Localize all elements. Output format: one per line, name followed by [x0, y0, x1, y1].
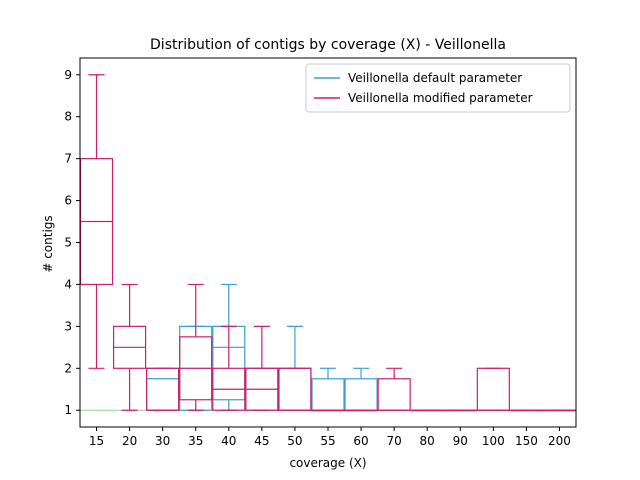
- box-modified-45: [245, 325, 279, 411]
- legend: Veillonella default parameter Veillonella…: [305, 63, 571, 113]
- x-tick-label: 50: [287, 434, 302, 448]
- x-tick-label: 40: [221, 434, 236, 448]
- box-modified-90: [443, 409, 477, 412]
- box-modified-60: [344, 409, 378, 412]
- box-modified-15: [79, 74, 114, 369]
- box-modified-80: [410, 409, 444, 412]
- box-marks: [79, 74, 577, 412]
- x-tick-label: 100: [482, 434, 505, 448]
- box-modified-35: [179, 283, 213, 411]
- x-tick-label: 30: [155, 434, 170, 448]
- y-tick-label: 3: [64, 319, 72, 333]
- x-tick-label: 55: [320, 434, 335, 448]
- x-tick-label: 35: [188, 434, 203, 448]
- box-modified-100: [476, 367, 510, 411]
- legend-box: [305, 63, 571, 113]
- box-modified-55: [311, 409, 345, 412]
- y-tick-label: 1: [64, 403, 72, 417]
- box-modified-150: [509, 409, 543, 412]
- x-tick-label: 150: [515, 434, 538, 448]
- x-tick-label: 70: [386, 434, 401, 448]
- x-tick-label: 15: [89, 434, 104, 448]
- x-tick-label: 20: [122, 434, 137, 448]
- box-modified-20: [112, 283, 147, 411]
- x-tick-label: 80: [420, 434, 435, 448]
- y-tick-label: 5: [64, 236, 72, 250]
- y-tick-label: 7: [64, 152, 72, 166]
- box-modified-40: [212, 325, 246, 411]
- y-tick-label: 6: [64, 194, 72, 208]
- x-tick-label: 90: [453, 434, 468, 448]
- box-modified-50: [278, 367, 312, 411]
- box-modified-70: [377, 367, 411, 411]
- box-modified-30: [146, 367, 180, 411]
- y-axis-label: # contigs: [41, 215, 55, 272]
- x-tick-label: 60: [353, 434, 368, 448]
- x-axis-label: coverage (X): [289, 456, 366, 470]
- chart-title: Distribution of contigs by coverage (X) …: [150, 37, 506, 53]
- y-tick-label: 8: [64, 110, 72, 124]
- y-tick-label: 4: [64, 277, 72, 291]
- x-tick-label: 45: [254, 434, 269, 448]
- x-tick-label: 200: [548, 434, 571, 448]
- legend-label-default: Veillonella default parameter: [348, 71, 522, 85]
- legend-label-modified: Veillonella modified parameter: [348, 91, 533, 105]
- y-tick-label: 9: [64, 68, 72, 82]
- y-tick-label: 2: [64, 361, 72, 375]
- box-modified-200: [542, 409, 577, 412]
